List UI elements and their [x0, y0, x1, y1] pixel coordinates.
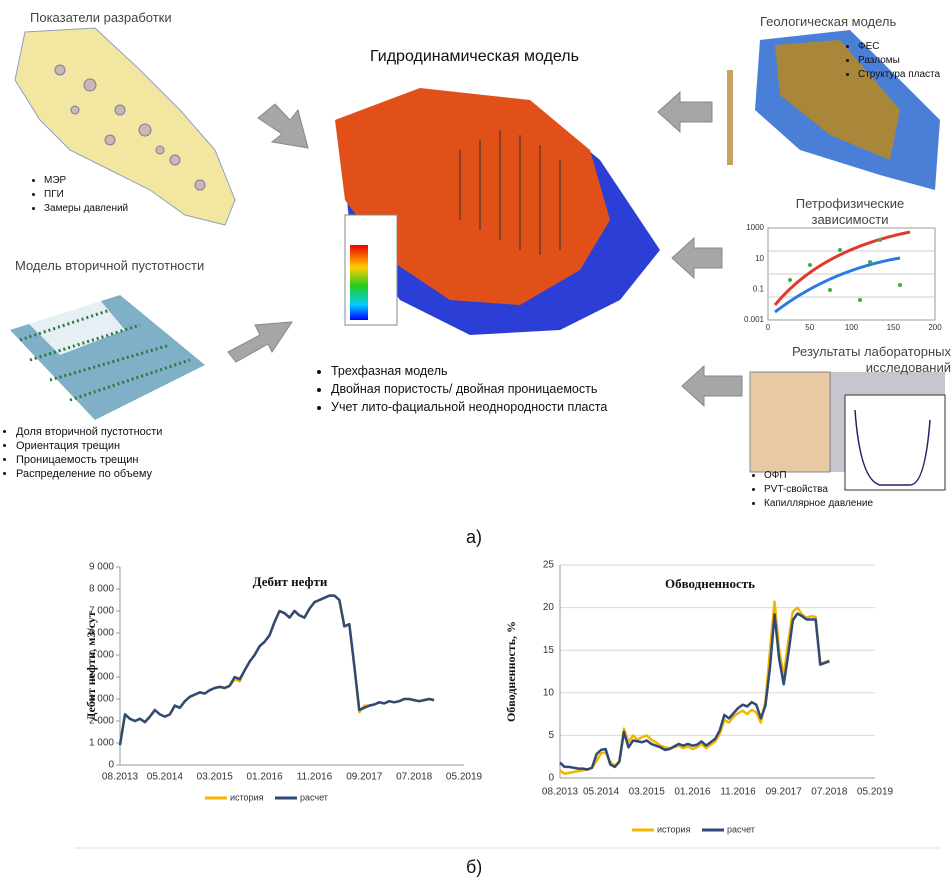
block-title: Петрофизические зависимости: [780, 196, 920, 228]
bullet: Ориентация трещин: [16, 439, 162, 453]
bullet-list: Доля вторичной пустотности Ориентация тр…: [4, 425, 162, 481]
y-tick-label: 5: [548, 730, 554, 741]
model-colorbar: [350, 245, 368, 320]
petro-x-label: 150: [887, 323, 901, 332]
chart-title: Дебит нефти: [253, 574, 328, 589]
bullet: Трехфазная модель: [331, 362, 631, 380]
bullet: Учет лито-фациальной неоднородности плас…: [331, 398, 631, 416]
legend-label: расчет: [727, 824, 755, 834]
x-tick-label: 01.2016: [247, 772, 284, 783]
x-tick-label: 05.2019: [857, 787, 894, 798]
y-tick-label: 8 000: [89, 584, 114, 595]
series-line: [560, 602, 829, 774]
block-title: Модель вторичной пустотности: [15, 258, 204, 273]
bullet: ПГИ: [44, 188, 128, 202]
y-axis-label: Дебит нефти, м3/сут: [84, 611, 98, 721]
bullet-list: Трехфазная модель Двойная пористость/ дв…: [315, 362, 631, 416]
y-tick-label: 10: [543, 687, 555, 698]
x-tick-label: 05.2014: [147, 772, 184, 783]
petro-x-label: 50: [805, 323, 814, 332]
bullet-list: МЭР ПГИ Замеры давлений: [32, 174, 128, 216]
bullet: Замеры давлений: [44, 202, 128, 216]
bullet: Распределение по объему: [16, 467, 162, 481]
x-tick-label: 09.2017: [766, 787, 803, 798]
x-tick-label: 07.2018: [396, 772, 433, 783]
x-tick-label: 05.2019: [446, 772, 483, 783]
bullet: PVT-свойства: [764, 483, 873, 497]
x-tick-label: 03.2015: [197, 772, 234, 783]
x-tick-label: 03.2015: [629, 787, 666, 798]
figure: 1000100.10.00105010015020001 0002 0003 0…: [0, 0, 951, 883]
block-title: Результаты лабораторных исследований: [775, 344, 951, 376]
bullet: Капиллярное давление: [764, 497, 873, 511]
bullet-list: ФЕС Разломы Структура пласта: [846, 40, 940, 82]
y-tick-label: 9 000: [89, 562, 114, 573]
petro-x-label: 100: [845, 323, 859, 332]
center-title: Гидродинамическая модель: [370, 48, 579, 66]
bullet-list: ОФП PVT-свойства Капиллярное давление: [752, 469, 873, 511]
legend-label: история: [230, 792, 264, 802]
x-tick-label: 09.2017: [346, 772, 383, 783]
x-tick-label: 08.2013: [542, 787, 579, 798]
legend-label: расчет: [300, 792, 328, 802]
bullet: МЭР: [44, 174, 128, 188]
y-tick-label: 1 000: [89, 738, 114, 749]
panel-label: а): [466, 527, 482, 548]
petro-x-label: 200: [928, 323, 942, 332]
panel-label: б): [466, 857, 482, 878]
bullet: ОФП: [764, 469, 873, 483]
x-tick-label: 11.2016: [720, 787, 756, 798]
x-tick-label: 01.2016: [674, 787, 711, 798]
series-line: [120, 596, 434, 746]
y-tick-label: 0: [108, 760, 114, 771]
petro-y-label: 1000: [746, 223, 764, 232]
x-tick-label: 08.2013: [102, 772, 139, 783]
y-tick-label: 0: [548, 773, 554, 784]
bullet: Двойная пористость/ двойная проницаемост…: [331, 380, 631, 398]
y-tick-label: 20: [543, 602, 555, 613]
y-tick-label: 25: [543, 560, 555, 571]
bullet: Доля вторичной пустотности: [16, 425, 162, 439]
bullet: Проницаемость трещин: [16, 453, 162, 467]
legend-label: история: [657, 824, 691, 834]
bullet: ФЕС: [858, 40, 940, 54]
y-tick-label: 15: [543, 645, 555, 656]
x-tick-label: 07.2018: [811, 787, 848, 798]
petro-y-label: 0.001: [744, 315, 765, 324]
x-tick-label: 05.2014: [583, 787, 620, 798]
lab-image-1: [750, 372, 830, 472]
bullet: Структура пласта: [858, 68, 940, 82]
chart-title: Обводненность: [665, 576, 755, 591]
x-tick-label: 11.2016: [297, 772, 333, 783]
y-axis-label: Обводненность, %: [504, 621, 518, 722]
bullet: Разломы: [858, 54, 940, 68]
geology-colorbar: [727, 70, 733, 165]
petro-x-label: 0: [766, 323, 771, 332]
petro-y-label: 0.1: [753, 284, 765, 293]
block-title: Показатели разработки: [30, 10, 172, 25]
block-title: Геологическая модель: [760, 14, 896, 29]
petro-y-label: 10: [755, 254, 764, 263]
